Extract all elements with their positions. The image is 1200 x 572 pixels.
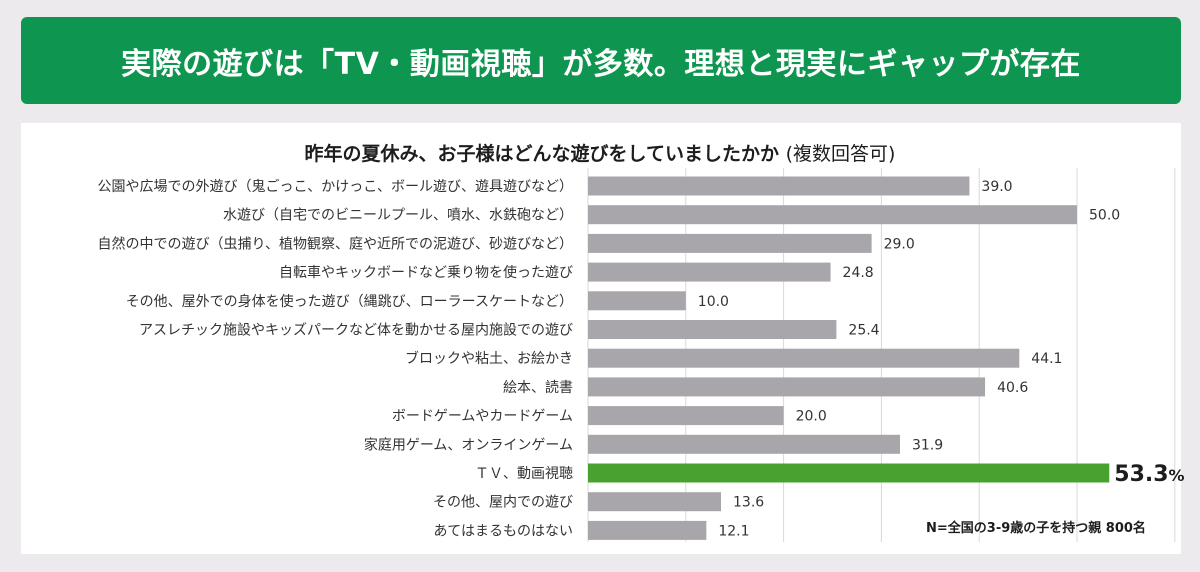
chart-title: 昨年の夏休み、お子様はどんな遊びをしていましたかか (複数回答可) [0,139,1200,166]
data-label: 13.6 [733,495,764,511]
bar [588,492,722,512]
data-label: 50.0 [1089,208,1120,224]
bar [588,377,986,397]
page-title: 実際の遊びは「TV・動画視聴」が多数。理想と現実にギャップが存在 [121,46,1081,82]
category-label: 家庭用ゲーム、オンラインゲーム [364,436,573,453]
data-label-highlight: 53.3% [1114,462,1184,487]
data-label: 31.9 [912,437,943,453]
bar-highlight [588,463,1110,483]
category-label: その他、屋内での遊び [433,495,573,511]
data-label: 40.6 [997,380,1028,396]
data-label: 24.8 [843,265,874,281]
bar [588,348,1020,368]
category-label: ＴＶ、動画視聴 [475,466,573,482]
category-label: その他、屋外での身体を使った遊び（縄跳び、ローラースケートなど） [126,293,573,310]
sample-note: N=全国の3-9歳の子を持つ親 800名 [926,521,1146,536]
bar [588,320,837,339]
data-label: 29.0 [884,236,915,252]
data-label: 25.4 [848,323,879,339]
category-label: ボードゲームやカードゲーム [392,409,573,425]
bar [588,520,707,540]
category-label: アスレチック施設やキッズパークなど体を動かせる屋内施設での遊び [139,323,573,339]
bar [588,434,900,454]
data-label: 10.0 [698,294,729,310]
bar [588,262,831,282]
data-label: 20.0 [796,409,827,425]
category-label: 水遊び（自宅でのビニールプール、噴水、水鉄砲など） [223,208,573,224]
bar [588,406,784,426]
category-label: ブロックや粘土、お絵かき [405,350,573,367]
bar [588,233,872,253]
category-label: 自転車やキックボードなど乗り物を使った遊び [279,264,573,281]
category-label: 公園や広場での外遊び（鬼ごっこ、かけっこ、ボール遊び、遊具遊びなど） [98,179,573,195]
data-label: 39.0 [981,179,1012,195]
bar [588,205,1077,225]
data-label: 44.1 [1031,351,1062,367]
category-label: 自然の中での遊び（虫捕り、植物観察、庭や近所での泥遊び、砂遊びなど） [98,235,573,252]
bar [588,291,686,311]
data-label: 12.1 [718,523,749,539]
chart-title-sub: (複数回答可) [785,143,896,165]
chart-title-main: 昨年の夏休み、お子様はどんな遊びをしていましたかか [304,143,779,165]
category-label: 絵本、読書 [503,379,573,396]
bar [588,176,970,196]
title-banner: 実際の遊びは「TV・動画視聴」が多数。理想と現実にギャップが存在 [21,17,1181,104]
category-label: あてはまるものはない [434,523,573,539]
